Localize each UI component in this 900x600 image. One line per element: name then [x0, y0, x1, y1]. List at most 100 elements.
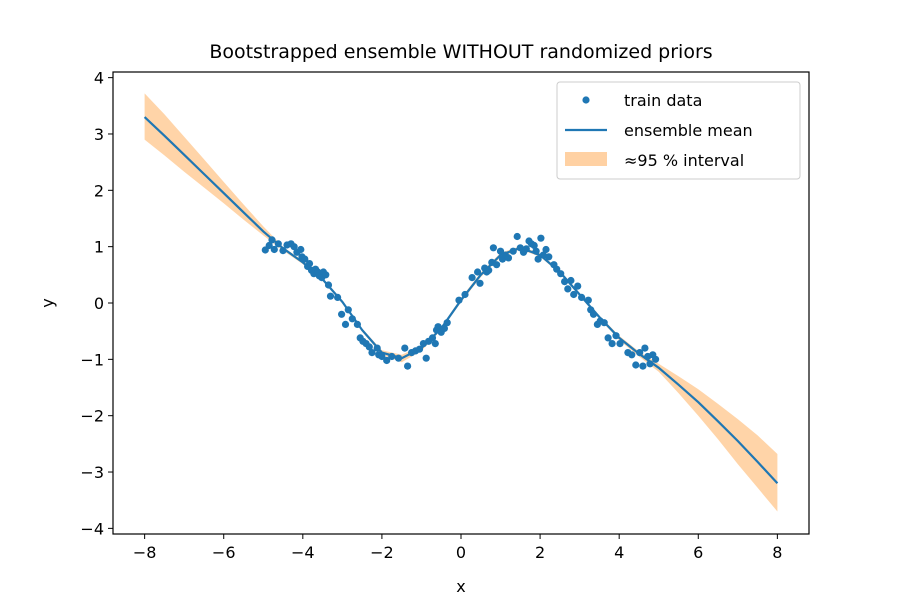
train-data-point [616, 340, 624, 348]
train-data-point [468, 274, 476, 282]
train-data-point [584, 296, 592, 304]
train-data-point [496, 247, 505, 255]
train-data-point [322, 271, 330, 279]
train-data-point [341, 320, 350, 328]
train-data-point [578, 293, 586, 301]
train-data-point [388, 352, 396, 361]
train-data-point [545, 253, 553, 261]
train-data-point [334, 293, 342, 301]
train-data-point [504, 254, 513, 262]
y-tick-label: 4 [94, 69, 104, 88]
train-data-point [324, 281, 333, 289]
train-data-point [378, 352, 386, 361]
train-data-point [600, 319, 608, 327]
y-tick-label: 0 [94, 294, 104, 313]
x-tick-label: −4 [291, 543, 315, 562]
train-data-point [404, 362, 412, 370]
train-data-point [646, 360, 654, 368]
train-data-point [476, 279, 484, 287]
train-data-point [326, 292, 335, 300]
train-data-point [422, 354, 430, 362]
train-data-point [305, 260, 314, 268]
train-data-point [455, 296, 463, 304]
y-tick-label: −1 [80, 350, 104, 369]
train-data-point [268, 236, 276, 244]
train-data-point [567, 276, 575, 285]
y-axis-label: y [38, 298, 57, 307]
train-data-point [530, 241, 538, 250]
x-tick-label: 8 [772, 543, 782, 562]
train-data-point [415, 345, 424, 353]
train-data-point [279, 247, 287, 255]
chart-title: Bootstrapped ensemble WITHOUT randomized… [209, 41, 712, 63]
train-data-point [265, 241, 273, 250]
train-data-point [493, 261, 501, 269]
train-data-point [534, 255, 542, 263]
train-data-point [301, 255, 309, 263]
train-data-point [274, 240, 282, 248]
train-data-point [485, 266, 493, 274]
train-data-point [401, 344, 409, 352]
train-data-point [564, 285, 572, 293]
train-data-point [537, 234, 545, 242]
train-data-point [509, 247, 517, 255]
legend-train-data-label: train data [624, 91, 702, 110]
train-data-point [641, 344, 649, 352]
train-data-point [612, 332, 620, 340]
train-data-point [431, 340, 439, 348]
plot-area [143, 93, 779, 512]
train-data-point [632, 361, 640, 369]
train-data-point [270, 245, 278, 254]
x-tick-label: −8 [133, 543, 157, 562]
train-data-point [539, 251, 547, 259]
train-data-point [338, 310, 346, 318]
legend-train-data-marker [582, 96, 590, 104]
train-data-point [365, 343, 373, 351]
train-data-point [652, 355, 660, 363]
train-data-point [440, 324, 448, 332]
y-tick-label: −2 [80, 407, 104, 426]
train-data-point [608, 340, 616, 348]
x-tick-label: −6 [212, 543, 236, 562]
x-tick-label: 2 [535, 543, 545, 562]
train-data-point [394, 354, 403, 362]
train-data-point [373, 344, 381, 352]
train-data-point [570, 290, 578, 299]
y-tick-label: 1 [94, 238, 104, 257]
train-data-point [348, 315, 356, 323]
train-data-point [513, 232, 521, 241]
train-data-point [574, 282, 582, 290]
legend-box [556, 81, 801, 180]
y-tick-label: −4 [80, 519, 104, 538]
x-tick-label: −2 [370, 543, 394, 562]
x-tick-label: 6 [693, 543, 703, 562]
train-data-point [383, 356, 391, 365]
train-data-point [628, 351, 636, 359]
y-tick-label: −3 [80, 463, 104, 482]
train-data-point [344, 306, 352, 314]
train-data-point [461, 290, 469, 299]
x-tick-label: 0 [456, 543, 466, 562]
y-tick-label: 3 [94, 125, 104, 144]
axis-ticks: −8 −6 −4 −2 0 2 4 6 8 −4 −3 −2 −1 0 1 2 3 4 [80, 69, 782, 562]
train-data-point [561, 278, 569, 286]
train-data-point [368, 349, 376, 357]
train-data-point [353, 320, 361, 328]
train-data-point [434, 323, 442, 331]
train-data-point [428, 334, 437, 342]
train-data-point [636, 349, 644, 357]
x-axis-label: x [456, 577, 465, 596]
x-tick-label: 4 [614, 543, 624, 562]
train-data-point [489, 244, 497, 252]
legend-interval-label: ≈95 % interval [624, 151, 744, 170]
train-data-point [557, 270, 565, 278]
legend-ensemble-mean-label: ensemble mean [624, 121, 753, 140]
train-data-point [443, 319, 451, 327]
train-data-point [297, 245, 305, 254]
legend-interval-swatch [565, 152, 607, 166]
train-data-point [604, 334, 612, 342]
train-data-point [290, 243, 298, 251]
train-data-point [532, 247, 540, 255]
train-data-point [522, 245, 530, 253]
